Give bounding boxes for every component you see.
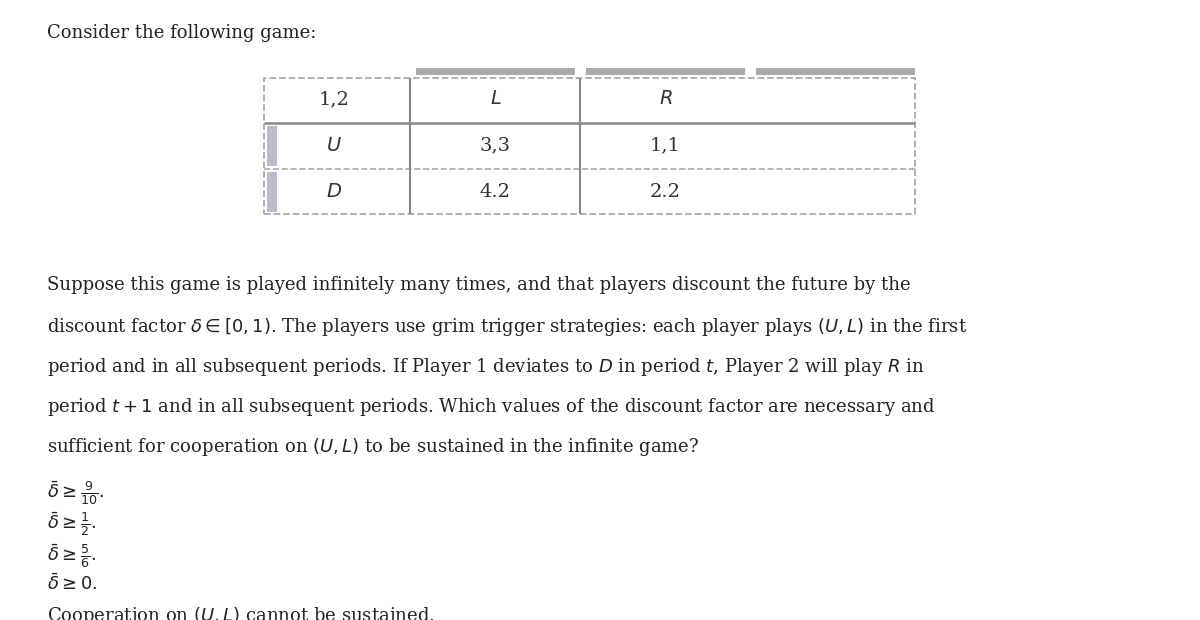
Bar	[416, 68, 575, 75]
Text: discount factor $\delta \in [0, 1)$. The players use grim trigger strategies: ea: discount factor $\delta \in [0, 1)$. The…	[47, 316, 967, 339]
Text: $D$: $D$	[326, 183, 342, 201]
Bar	[756, 68, 914, 75]
Text: 1,2: 1,2	[319, 91, 349, 108]
Text: 1,1: 1,1	[650, 137, 680, 155]
Text: $R$: $R$	[659, 91, 672, 108]
Text: period $t + 1$ and in all subsequent periods. Which values of the discount facto: period $t + 1$ and in all subsequent per…	[47, 396, 935, 418]
Text: Consider the following game:: Consider the following game:	[47, 24, 317, 42]
Text: $\bar{\delta} \geq 0.$: $\bar{\delta} \geq 0.$	[47, 574, 97, 595]
Text: $U$: $U$	[326, 137, 342, 155]
Text: 3,3: 3,3	[480, 137, 511, 155]
Text: sufficient for cooperation on $(U, L)$ to be sustained in the infinite game?: sufficient for cooperation on $(U, L)$ t…	[47, 436, 700, 458]
Text: $\bar{\delta} \geq \frac{1}{2}.$: $\bar{\delta} \geq \frac{1}{2}.$	[47, 511, 96, 538]
Text: $\bar{\delta} \geq \frac{5}{6}.$: $\bar{\delta} \geq \frac{5}{6}.$	[47, 542, 96, 570]
Text: period and in all subsequent periods. If Player 1 deviates to $D$ in period $t$,: period and in all subsequent periods. If…	[47, 356, 924, 378]
Text: Suppose this game is played infinitely many times, and that players discount the: Suppose this game is played infinitely m…	[47, 277, 911, 294]
Text: 2.2: 2.2	[650, 183, 680, 201]
Text: $L$: $L$	[490, 91, 502, 108]
Text: 4.2: 4.2	[480, 183, 511, 201]
Text: Cooperation on $(U, L)$ cannot be sustained.: Cooperation on $(U, L)$ cannot be sustai…	[47, 605, 434, 620]
Text: $\bar{\delta} \geq \frac{9}{10}.$: $\bar{\delta} \geq \frac{9}{10}.$	[47, 479, 104, 507]
Bar	[268, 126, 277, 166]
Bar	[268, 172, 277, 212]
Bar	[587, 68, 744, 75]
